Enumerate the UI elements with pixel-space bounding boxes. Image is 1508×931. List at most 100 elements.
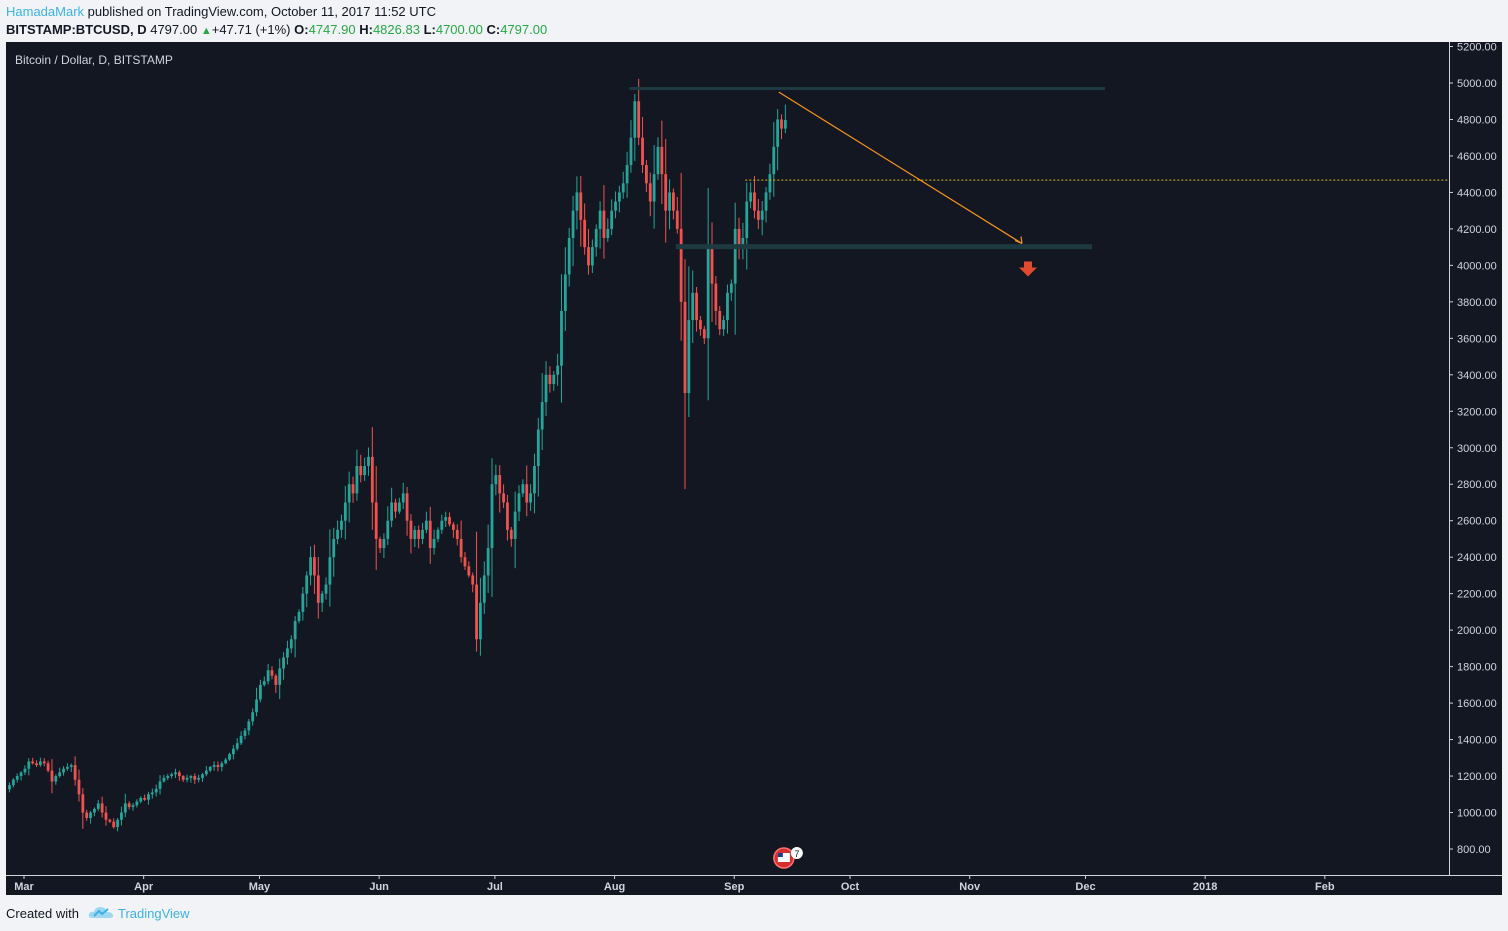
candle-body [548, 374, 552, 384]
candle-body [143, 797, 146, 800]
candle-body [590, 247, 594, 266]
candle-body [46, 763, 50, 771]
candle-body [147, 794, 150, 800]
candle-body [529, 493, 532, 503]
candle-body [8, 785, 11, 790]
candle-body [185, 777, 189, 780]
candle-body [262, 681, 266, 685]
candle-body [297, 611, 301, 622]
candle-body [259, 684, 262, 700]
candle-body [448, 517, 451, 525]
candle-body [733, 228, 737, 284]
candle-body [316, 575, 320, 603]
candle-body [11, 779, 15, 786]
chart-panel[interactable]: Bitcoin / Dollar, D, BITSTAMP 4797.00446… [6, 42, 1502, 895]
x-tick-label: Nov [959, 881, 981, 893]
candle-body [89, 812, 92, 818]
x-tick-label: Jun [369, 881, 389, 893]
candle-body [459, 538, 463, 558]
candle-body [166, 776, 170, 778]
candle-body [62, 768, 65, 773]
candle-body [517, 493, 521, 512]
down-arrow-icon [1019, 261, 1037, 277]
candle-body [309, 557, 312, 576]
candle-body [656, 146, 660, 175]
candle-body [320, 593, 324, 603]
candle-body [405, 493, 409, 521]
candle-body [475, 584, 478, 640]
x-tick-label: Oct [841, 881, 860, 893]
candle-body [498, 475, 502, 494]
candle-body [112, 821, 116, 828]
candle-body [455, 529, 459, 539]
candle-body [610, 210, 614, 229]
candle-body [332, 538, 336, 558]
candle-body [135, 801, 139, 806]
candle-body [220, 763, 224, 767]
candle-body [177, 772, 181, 777]
candle-body [212, 765, 216, 767]
candle-body [347, 484, 351, 503]
close-label: C: [486, 22, 501, 37]
candle-body [587, 247, 590, 266]
close-value: 4797.00 [500, 22, 548, 37]
candle-body [683, 301, 687, 394]
candle-body [417, 529, 421, 539]
candle-body [699, 320, 702, 330]
candle-body [243, 730, 247, 736]
candle-body [432, 538, 436, 549]
high-label: H: [359, 22, 373, 37]
y-tick-label: 3400.00 [1457, 370, 1497, 382]
candle-body [131, 805, 135, 808]
candle-body [286, 648, 289, 658]
candle-body [645, 165, 648, 184]
candle-body [378, 538, 382, 549]
candle-body [363, 466, 367, 476]
candle-body [594, 228, 598, 248]
tradingview-cloud-icon[interactable] [88, 904, 114, 920]
candle-body [390, 502, 394, 521]
candle-body [239, 735, 243, 744]
candle-body [50, 770, 54, 782]
candle-body [687, 320, 691, 394]
candle-body [150, 792, 154, 795]
support-zone [675, 244, 1092, 250]
candle-body [629, 137, 633, 166]
candle-body [428, 520, 432, 549]
candle-body [328, 557, 332, 585]
publication-line: HamadaMark published on TradingView.com,… [6, 4, 436, 19]
candle-body [598, 210, 602, 229]
candle-body [679, 228, 683, 302]
candle-body [579, 192, 583, 220]
author-link[interactable]: HamadaMark [6, 4, 85, 19]
candle-body [54, 776, 58, 782]
candle-body [502, 493, 505, 503]
tradingview-link[interactable]: TradingView [118, 906, 190, 921]
candle-body [69, 765, 73, 767]
y-tick-label: 2600.00 [1457, 516, 1497, 528]
chart-canvas[interactable]: Bitcoin / Dollar, D, BITSTAMP 4797.00446… [6, 42, 1502, 895]
candle-body [343, 502, 347, 521]
candle-body [15, 776, 19, 780]
candle-body [726, 292, 729, 321]
candle-body [641, 137, 644, 166]
candle-body [274, 675, 278, 685]
candle-body [575, 192, 579, 211]
y-tick-label: 3200.00 [1457, 406, 1497, 418]
candle-body [216, 765, 220, 767]
candle-body [463, 557, 467, 567]
candle-body [158, 781, 162, 789]
x-tick-label: May [249, 881, 271, 893]
candle-body [208, 766, 212, 771]
drawings-layer: 4797.004467.467 [629, 86, 1500, 869]
candle-body [440, 520, 444, 530]
candle-body [583, 219, 587, 248]
up-triangle-icon: ▲ [200, 25, 212, 37]
candle-body [251, 712, 255, 722]
candle-body [293, 621, 297, 640]
candle-body [367, 456, 370, 466]
candle-body [282, 657, 285, 669]
y-tick-label: 2800.00 [1457, 479, 1497, 491]
low-value: 4700.00 [435, 22, 483, 37]
candle-body [691, 292, 695, 321]
